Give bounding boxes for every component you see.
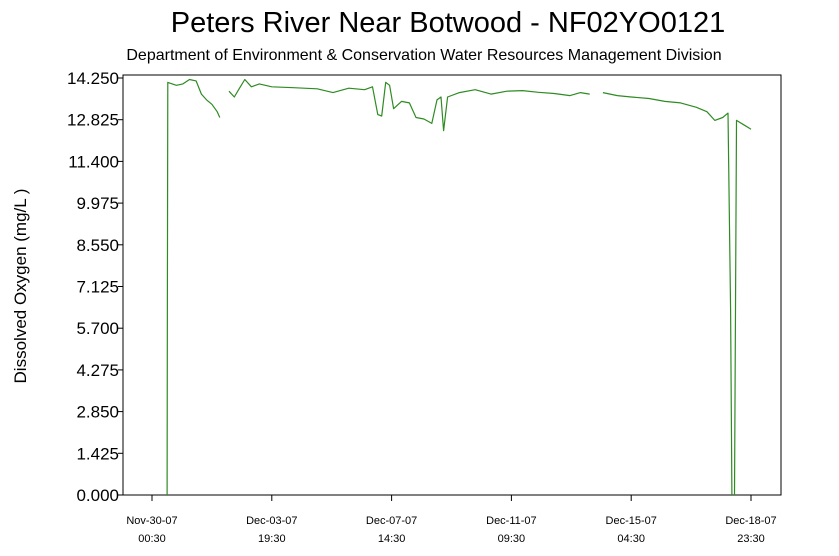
x-axis: Nov-30-07 00:30 Dec-03-07 19:30 Dec-07-07 14:…	[126, 495, 777, 545]
y-tick-label: 1.425	[76, 444, 119, 463]
y-tick-label: 5.700	[76, 319, 119, 338]
series-line	[602, 92, 733, 496]
series-line	[166, 78, 221, 496]
x-tick-time-label: 09:30	[498, 533, 526, 545]
chart-title: Peters River Near Botwood - NF02YO0121	[171, 7, 725, 39]
y-tick-label: 0.000	[76, 486, 119, 505]
y-tick-label: 4.275	[76, 361, 119, 380]
chart-subtitle: Department of Environment & Conservation…	[126, 47, 721, 64]
y-tick-label: 14.250	[67, 69, 119, 88]
y-tick-label: 11.400	[68, 152, 119, 171]
y-axis: 0.000 1.425 2.850 4.275 5.700 7.125 8.550 9.975…	[67, 69, 123, 505]
x-tick-date-label: Dec-18-07	[725, 515, 776, 527]
series-line	[733, 119, 752, 496]
x-tick-date-label: Dec-03-07	[246, 515, 297, 527]
x-tick-date-label: Dec-07-07	[366, 515, 417, 527]
x-tick-time-label: 00:30	[138, 533, 166, 545]
y-tick-label: 2.850	[76, 403, 119, 422]
y-tick-label: 8.550	[76, 236, 119, 255]
y-tick-label: 7.125	[76, 278, 119, 297]
x-tick-date-label: Dec-15-07	[606, 515, 657, 527]
y-axis-label: Dissolved Oxygen (mg/L )	[11, 189, 30, 384]
y-tick-label: 9.975	[76, 194, 119, 213]
x-tick-time-label: 14:30	[378, 533, 406, 545]
series-layer	[166, 78, 752, 496]
series-line	[228, 78, 590, 132]
plot-frame	[122, 74, 782, 496]
x-tick-time-label: 19:30	[258, 533, 286, 545]
x-tick-date-label: Nov-30-07	[126, 515, 177, 527]
x-tick-time-label: 23:30	[737, 533, 765, 545]
y-tick-label: 12.825	[67, 111, 119, 130]
x-tick-time-label: 04:30	[617, 533, 645, 545]
x-tick-date-label: Dec-11-07	[486, 515, 537, 527]
